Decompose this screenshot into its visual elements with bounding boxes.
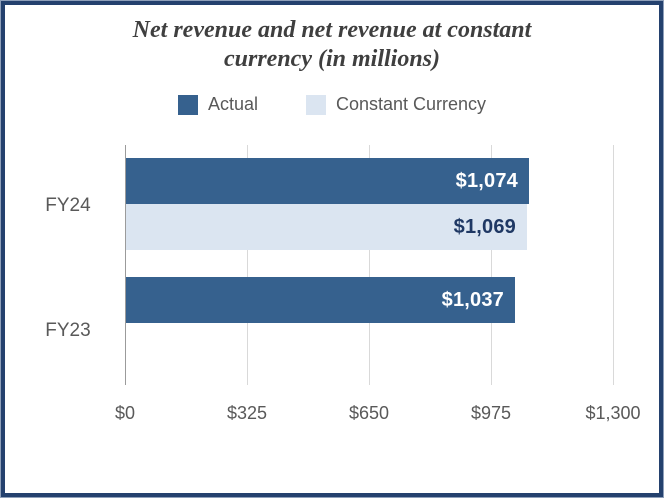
legend-swatch-constant-currency: [305, 94, 326, 115]
legend-item-constant-currency: Constant Currency: [305, 94, 487, 115]
category-label-fy23: FY23: [45, 320, 91, 341]
legend-swatch-actual: [177, 94, 198, 115]
gridline-1300: [613, 145, 614, 385]
bar-fy24-actual: $1,074: [126, 158, 529, 204]
chart-title-line-2: currency (in millions): [223, 46, 440, 72]
category-label-fy24: FY24: [45, 195, 91, 216]
bar-fy23-actual: $1,037: [126, 277, 515, 323]
x-tick-label-325: $325: [226, 403, 268, 423]
bar-value-label: $1,069: [453, 215, 516, 238]
legend-item-actual: Actual: [177, 94, 258, 115]
chart-title: Net revenue and net revenue at constant …: [80, 16, 584, 74]
legend: Actual Constant Currency: [0, 94, 664, 115]
gridline-650: [369, 145, 370, 385]
gridline-975: [491, 145, 492, 385]
bar-value-label: $1,074: [455, 169, 518, 192]
x-tick-label-650: $650: [348, 403, 390, 423]
gridline-325: [247, 145, 248, 385]
bar-value-label: $1,037: [441, 288, 504, 311]
legend-label-actual: Actual: [207, 94, 258, 114]
chart-title-line-1: Net revenue and net revenue at constant: [132, 17, 532, 43]
bar-fy24-constant-currency: $1,069: [126, 204, 527, 250]
x-tick-label-975: $975: [470, 403, 512, 423]
y-axis-line: [125, 145, 126, 385]
x-tick-label-1300: $1,300: [585, 403, 641, 423]
x-tick-label-0: $0: [114, 403, 136, 423]
legend-label-constant-currency: Constant Currency: [335, 94, 487, 114]
